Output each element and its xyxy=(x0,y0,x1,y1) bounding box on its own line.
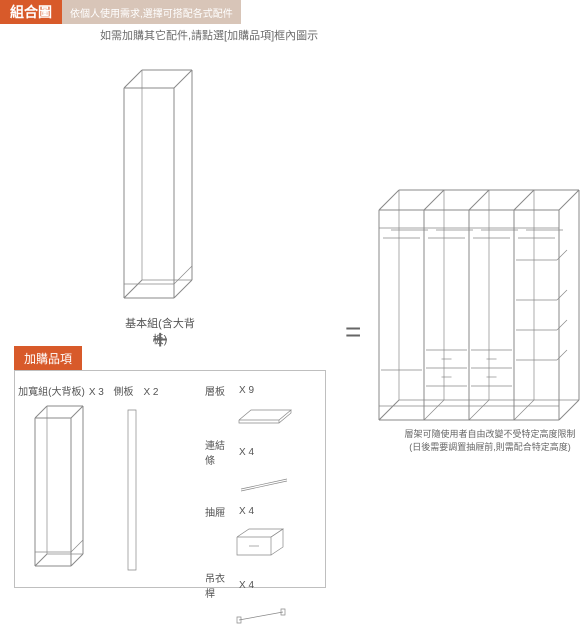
basic-unit: 基本組(含大背板) xyxy=(120,66,200,347)
result-note: 層架可隨使用者自由改變不受特定高度限制 (日後需要調置抽屜前,則需配合特定高度) xyxy=(395,428,583,453)
header-banner: 組合圖 依個人使用需求,選擇可搭配各式配件 xyxy=(0,0,583,24)
addon-box[interactable]: 加寬組(大背板) X 3 側板 X 2 層板 X 9 xyxy=(14,370,326,588)
result-note-1: 層架可隨使用者自由改變不受特定高度限制 xyxy=(395,428,583,441)
part-shelf[interactable]: 層板 X 9 xyxy=(205,383,315,398)
part-drawer-svg xyxy=(231,525,291,561)
part-shelf-label: 層板 xyxy=(205,383,233,398)
header-subtitle: 依個人使用需求,選擇可搭配各式配件 xyxy=(62,0,241,24)
part-drawer[interactable]: 抽屜 X 4 xyxy=(205,504,315,519)
part-strip[interactable]: 連結條 X 4 xyxy=(205,437,315,467)
part-strip-qty: X 4 xyxy=(239,447,261,458)
addon-wide-label: 加寬組(大背板) xyxy=(18,383,85,398)
part-hangbar-label: 吊衣桿 xyxy=(205,570,233,600)
part-hangbar-qty: X 4 xyxy=(239,580,261,591)
addon-side-qty: X 2 xyxy=(143,387,158,398)
part-drawer-qty: X 4 xyxy=(239,506,261,517)
addon-wide-svg xyxy=(31,402,91,572)
header-instruction: 如需加購其它配件,請點選[加購品項]框內圖示 xyxy=(92,24,583,46)
part-strip-svg xyxy=(235,473,295,495)
header-title: 組合圖 xyxy=(0,0,62,24)
result-svg xyxy=(375,186,583,426)
result-assembly xyxy=(375,186,583,431)
addon-parts: 層板 X 9 連結條 X 4 抽屜 X 4 xyxy=(205,383,315,631)
part-hangbar[interactable]: 吊衣桿 X 4 xyxy=(205,570,315,600)
addon-side-label: 側板 xyxy=(113,383,133,398)
addon-side-panel[interactable]: 側板 X 2 xyxy=(101,383,171,572)
addon-wide-set[interactable]: 加寬組(大背板) X 3 xyxy=(25,383,97,572)
part-hangbar-svg xyxy=(233,606,293,626)
diagram-canvas: 基本組(含大背板) + = 加購品項 加寬組(大背板) X 3 側板 X 2 xyxy=(0,46,583,605)
part-drawer-label: 抽屜 xyxy=(205,504,233,519)
part-strip-label: 連結條 xyxy=(205,437,233,467)
addon-side-svg xyxy=(106,402,166,572)
result-note-2: (日後需要調置抽屜前,則需配合特定高度) xyxy=(395,441,583,454)
part-shelf-svg xyxy=(235,404,295,428)
plus-symbol: + xyxy=(152,324,168,356)
part-shelf-qty: X 9 xyxy=(239,385,261,396)
basic-frame-svg xyxy=(120,66,200,306)
addon-tag[interactable]: 加購品項 xyxy=(14,346,82,371)
equals-symbol: = xyxy=(345,316,361,348)
